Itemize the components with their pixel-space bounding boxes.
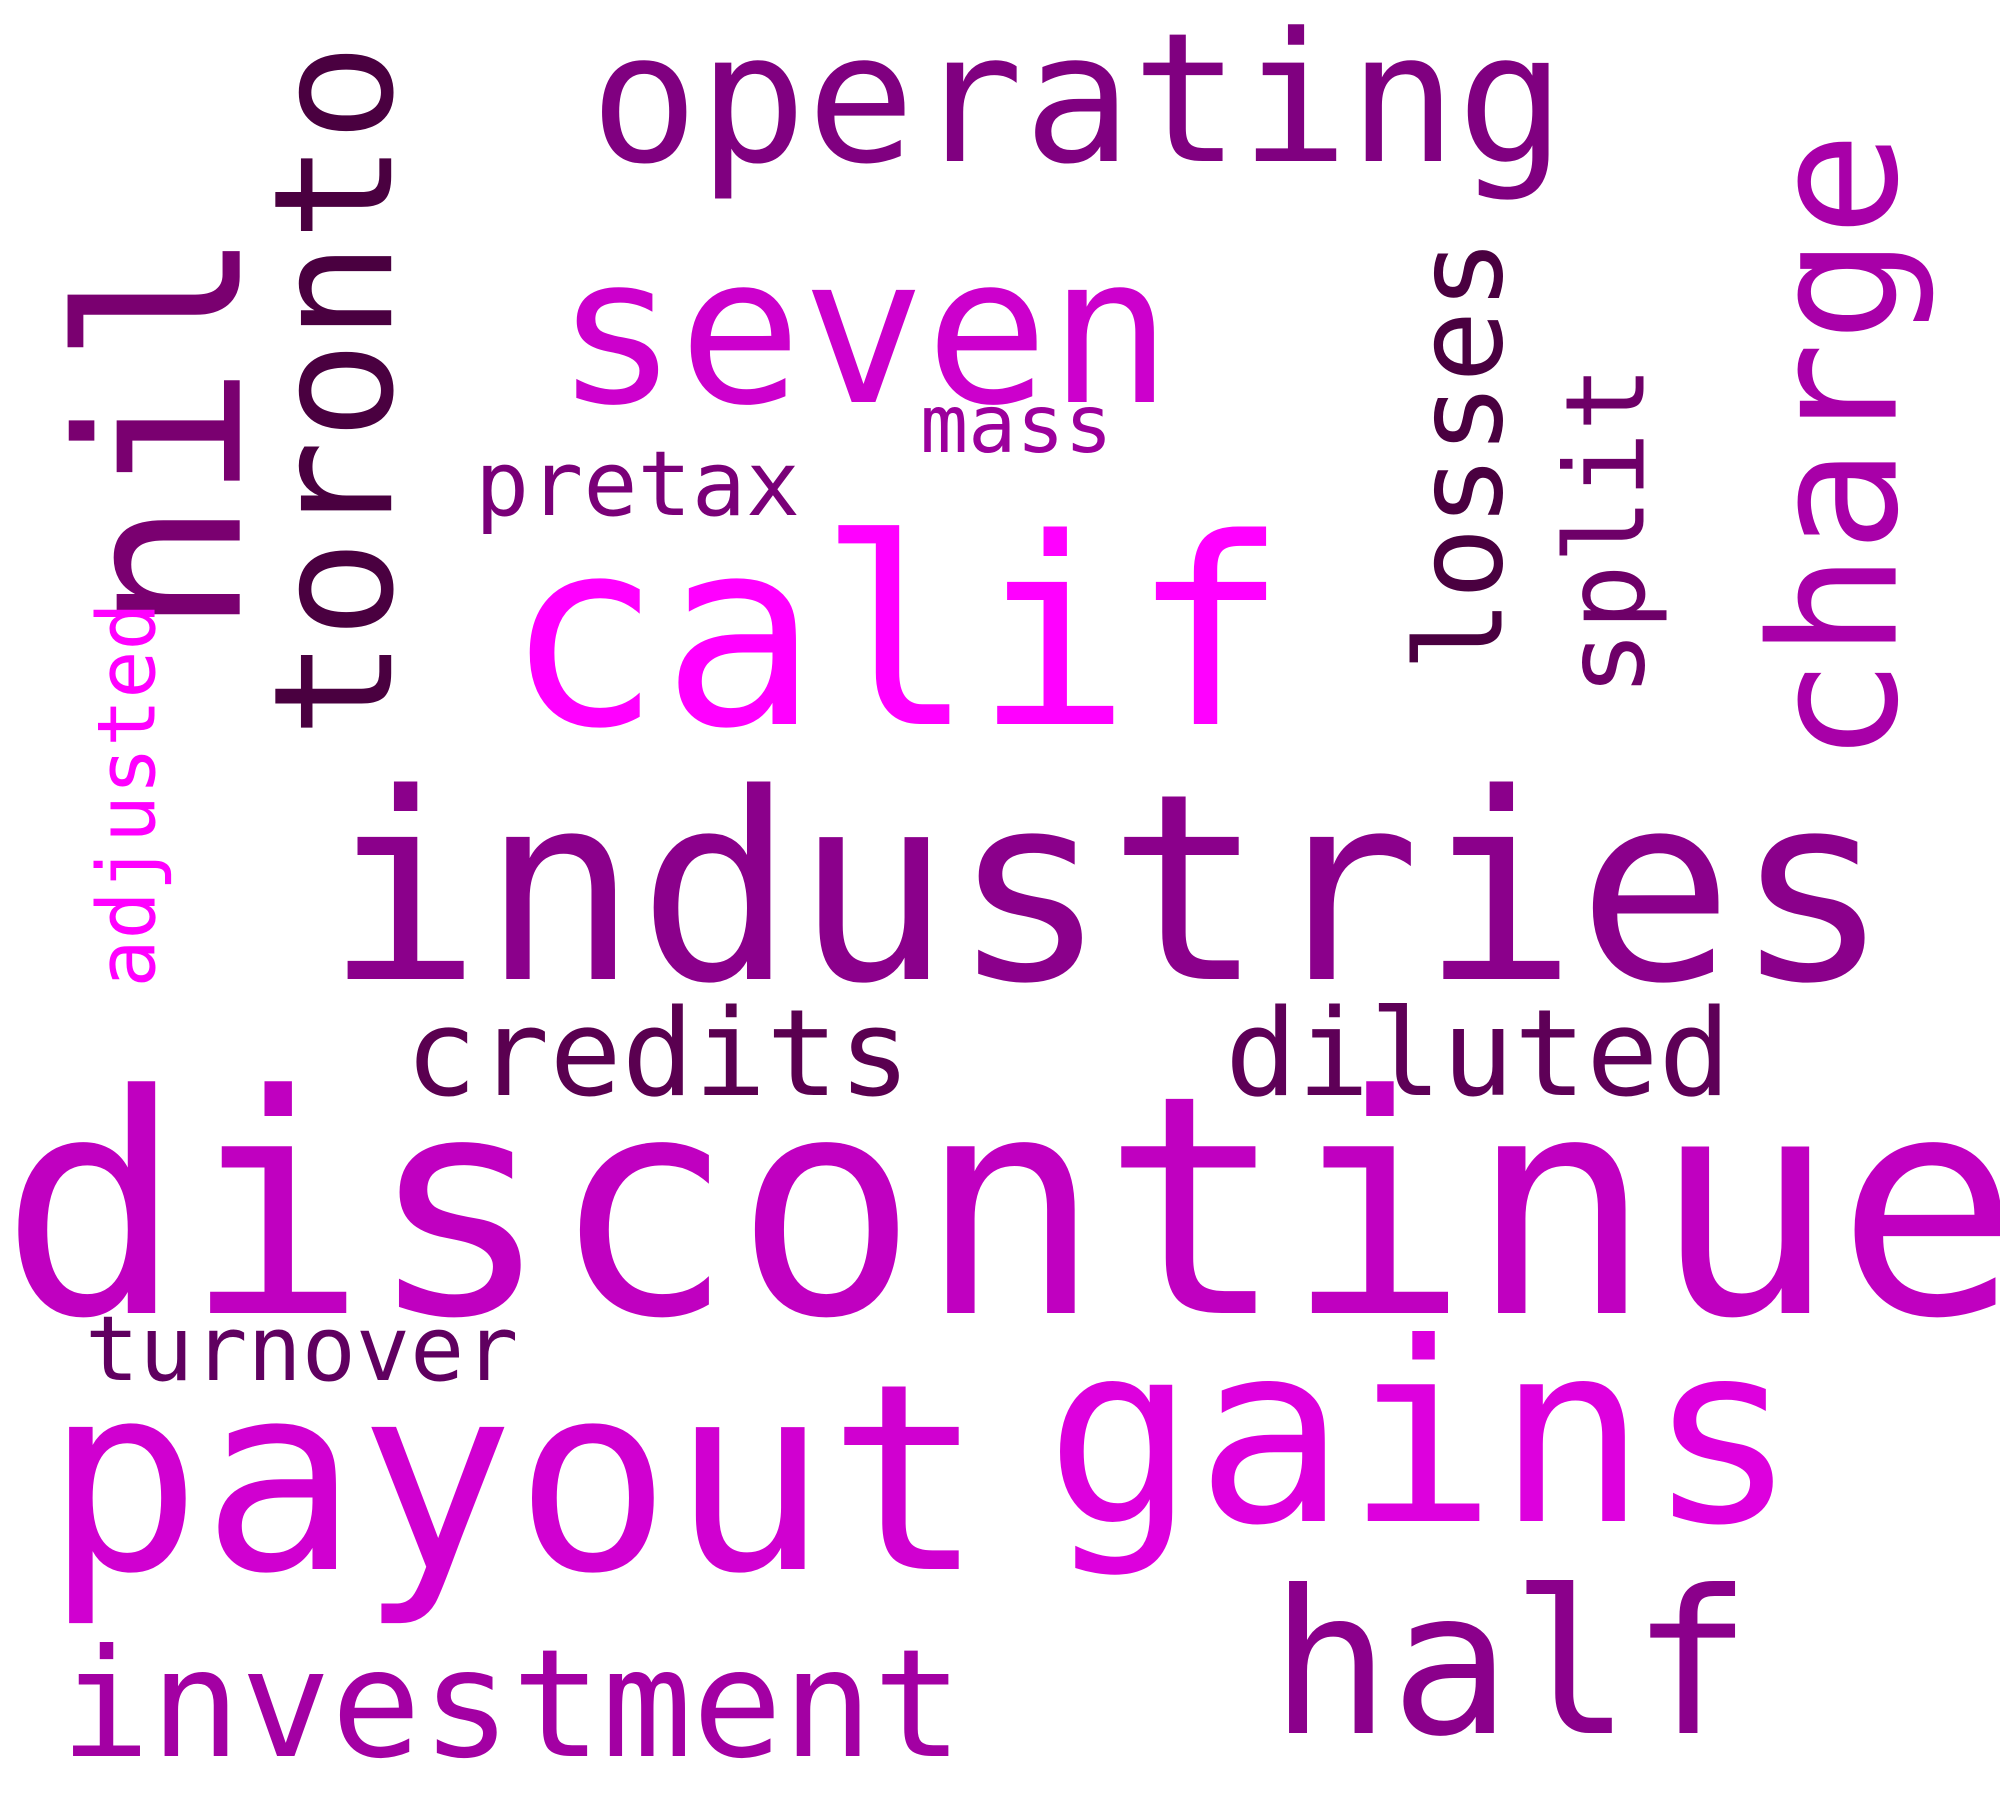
word-toronto: toronto — [238, 42, 431, 739]
word-diluted: diluted — [1225, 985, 1731, 1124]
word-calif: calif — [505, 484, 1288, 786]
word-credits: credits — [405, 985, 911, 1124]
word-operating: operating — [590, 0, 1566, 204]
word-charge: charge — [1734, 131, 1938, 764]
word-investment: investment — [60, 1618, 964, 1792]
word-split: split — [1541, 365, 1670, 697]
word-adjusted: adjusted — [80, 602, 174, 988]
word-turnover: turnover — [85, 1297, 519, 1402]
word-half: half — [1270, 1548, 1752, 1781]
word-mass: mass — [920, 378, 1113, 471]
word-pretax: pretax — [475, 432, 801, 537]
word-industries: industries — [325, 739, 1891, 1041]
word-seven: seven — [555, 213, 1173, 451]
word-gains: gains — [1045, 1289, 1798, 1580]
word-discontinued: discontinued — [0, 1030, 2000, 1385]
word-losses: losses — [1391, 238, 1531, 672]
word-payout: payout — [45, 1329, 985, 1631]
